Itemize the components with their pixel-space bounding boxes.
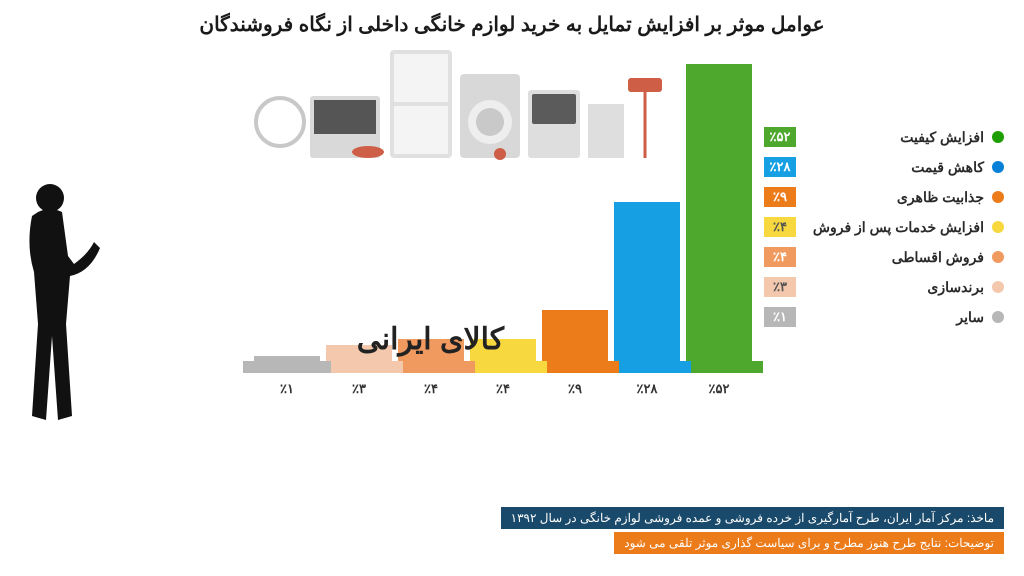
legend-item: برندسازی ٪۳ bbox=[764, 277, 1004, 297]
bar-xlabel: ٪۹ bbox=[568, 381, 582, 397]
bar-body bbox=[542, 310, 608, 362]
legend-item: افزایش خدمات پس از فروش ٪۴ bbox=[764, 217, 1004, 237]
person-silhouette bbox=[6, 176, 102, 426]
legend-value: ٪۹ bbox=[764, 187, 796, 207]
bar: ٪۹ bbox=[540, 310, 610, 373]
legend-value: ٪۲۸ bbox=[764, 157, 796, 177]
chart-title: عوامل موثر بر افزایش تمایل به خرید لوازم… bbox=[0, 0, 1024, 43]
bar-base bbox=[243, 361, 331, 373]
legend-value: ٪۳ bbox=[764, 277, 796, 297]
bar-xlabel: ٪۴ bbox=[496, 381, 510, 397]
legend-marker-icon bbox=[992, 251, 1004, 263]
legend-label: فروش اقساطی bbox=[804, 249, 984, 266]
legend-item: افزایش کیفیت ٪۵۲ bbox=[764, 127, 1004, 147]
legend-value: ٪۱ bbox=[764, 307, 796, 327]
chart-area: ٪۵۲٪۲۸٪۹٪۴٪۴٪۳٪۱ کالای ایرانی bbox=[110, 63, 754, 403]
legend-marker-icon bbox=[992, 311, 1004, 323]
legend-marker-icon bbox=[992, 191, 1004, 203]
legend-item: کاهش قیمت ٪۲۸ bbox=[764, 157, 1004, 177]
bar-xlabel: ٪۵۲ bbox=[709, 381, 730, 397]
bar: ٪۵۲ bbox=[684, 64, 754, 373]
legend-marker-icon bbox=[992, 161, 1004, 173]
legend-marker-icon bbox=[992, 131, 1004, 143]
legend-item: جذابیت ظاهری ٪۹ bbox=[764, 187, 1004, 207]
legend-value: ٪۵۲ bbox=[764, 127, 796, 147]
bar-xlabel: ٪۳ bbox=[352, 381, 366, 397]
legend-label: جذابیت ظاهری bbox=[804, 189, 984, 206]
legend-marker-icon bbox=[992, 281, 1004, 293]
legend-label: کاهش قیمت bbox=[804, 159, 984, 176]
legend-label: افزایش خدمات پس از فروش bbox=[804, 219, 984, 236]
chart-wrap: ٪۵۲٪۲۸٪۹٪۴٪۴٪۳٪۱ کالای ایرانی bbox=[20, 43, 764, 463]
footer: ماخذ: مرکز آمار ایران، طرح آمارگیری از خ… bbox=[501, 504, 1004, 554]
legend-item: فروش اقساطی ٪۴ bbox=[764, 247, 1004, 267]
legend-value: ٪۴ bbox=[764, 247, 796, 267]
legend-label: سایر bbox=[804, 309, 984, 326]
bar-body bbox=[686, 64, 752, 362]
overlay-text: کالای ایرانی bbox=[357, 322, 504, 357]
bar: ٪۱ bbox=[252, 356, 322, 373]
legend-label: افزایش کیفیت bbox=[804, 129, 984, 146]
bar: ٪۲۸ bbox=[612, 202, 682, 373]
legend-label: برندسازی bbox=[804, 279, 984, 296]
legend-item: سایر ٪۱ bbox=[764, 307, 1004, 327]
bar-body bbox=[614, 202, 680, 362]
bar-xlabel: ٪۱ bbox=[280, 381, 294, 397]
page: عوامل موثر بر افزایش تمایل به خرید لوازم… bbox=[0, 0, 1024, 576]
note-box: توضیحات: نتایج طرح هنوز مطرح و برای سیاس… bbox=[614, 532, 1004, 554]
source-box: ماخذ: مرکز آمار ایران، طرح آمارگیری از خ… bbox=[501, 507, 1004, 529]
bar-xlabel: ٪۲۸ bbox=[637, 381, 658, 397]
bar-xlabel: ٪۴ bbox=[424, 381, 438, 397]
legend-marker-icon bbox=[992, 221, 1004, 233]
legend: افزایش کیفیت ٪۵۲ کاهش قیمت ٪۲۸ جذابیت ظاهری ٪… bbox=[764, 43, 1004, 463]
legend-value: ٪۴ bbox=[764, 217, 796, 237]
